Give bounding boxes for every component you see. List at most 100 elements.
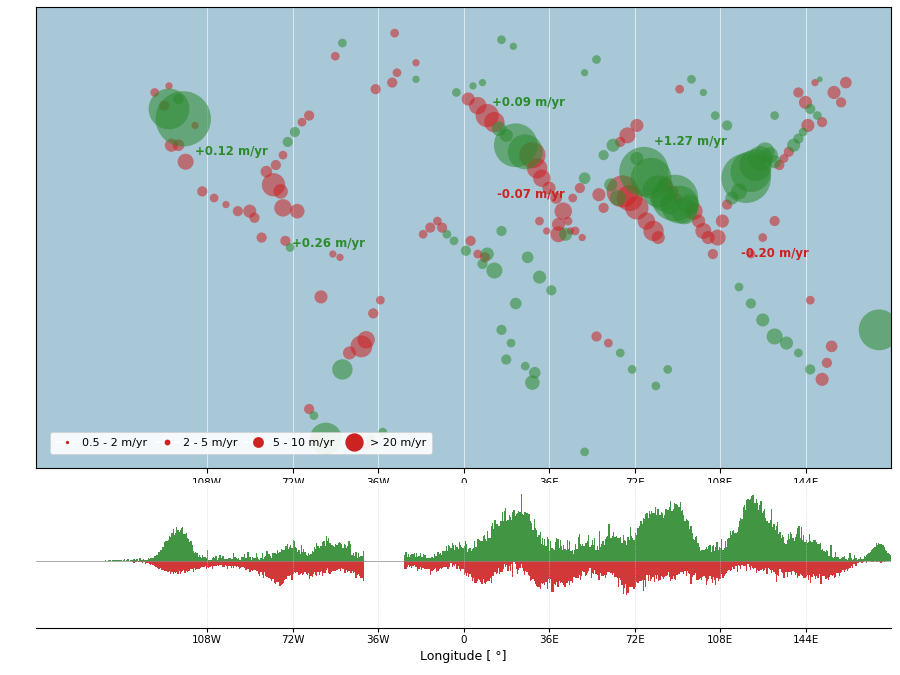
Bar	[466, 544, 467, 561]
Bar	[606, 537, 608, 561]
Bar	[652, 513, 653, 561]
Bar	[185, 561, 187, 571]
Bar	[816, 541, 817, 561]
Point	[756, 232, 770, 243]
Bar	[613, 561, 615, 573]
Bar	[758, 510, 760, 561]
Bar	[754, 504, 756, 561]
Bar	[609, 561, 611, 573]
Bar	[262, 561, 263, 575]
Bar	[586, 561, 587, 575]
Bar	[657, 510, 658, 561]
Bar	[743, 505, 745, 561]
Bar	[871, 550, 872, 561]
Bar	[627, 537, 628, 561]
Bar	[316, 561, 318, 576]
Bar	[494, 520, 496, 561]
Bar	[447, 561, 448, 568]
Bar	[241, 561, 243, 567]
Point	[508, 140, 523, 151]
Bar	[716, 561, 717, 578]
Bar	[740, 518, 742, 561]
Bar	[635, 535, 637, 561]
Bar	[871, 561, 872, 562]
Bar	[250, 557, 251, 561]
Bar	[352, 561, 353, 570]
Bar	[200, 561, 201, 568]
Bar	[346, 548, 347, 561]
Bar	[414, 553, 415, 561]
Bar	[778, 535, 779, 561]
Bar	[557, 539, 559, 561]
Bar	[147, 560, 148, 561]
Bar	[611, 561, 612, 573]
Bar	[252, 561, 253, 571]
Bar	[720, 548, 721, 561]
Bar	[238, 561, 239, 567]
Bar	[684, 521, 686, 561]
Bar	[278, 553, 279, 561]
Point	[552, 229, 566, 240]
Bar	[592, 561, 593, 572]
Point	[266, 180, 281, 190]
Bar	[351, 555, 352, 561]
Bar	[436, 556, 437, 561]
Point	[743, 298, 758, 309]
Bar	[199, 556, 200, 561]
Bar	[612, 561, 613, 574]
Bar	[545, 561, 546, 582]
Bar	[335, 544, 337, 561]
Point	[623, 192, 637, 203]
Point	[157, 101, 171, 111]
Bar	[320, 545, 321, 561]
Bar	[360, 556, 362, 561]
Bar	[161, 550, 162, 561]
Bar	[429, 558, 430, 561]
Point	[188, 120, 202, 131]
Bar	[535, 528, 536, 561]
Bar	[571, 551, 572, 561]
Bar	[347, 561, 348, 572]
Bar	[418, 556, 419, 561]
Point	[801, 120, 815, 131]
Bar	[731, 561, 732, 570]
Bar	[515, 516, 516, 561]
Bar	[267, 554, 269, 561]
Bar	[731, 535, 732, 561]
Bar	[334, 561, 335, 571]
Bar	[778, 561, 779, 576]
Bar	[602, 561, 604, 576]
Bar	[271, 558, 273, 561]
Bar	[207, 561, 208, 566]
Bar	[847, 561, 848, 570]
Bar	[332, 545, 333, 561]
Bar	[428, 558, 429, 561]
Bar	[562, 549, 563, 561]
Bar	[857, 561, 858, 562]
Bar	[612, 536, 613, 561]
Bar	[751, 496, 752, 561]
Bar	[181, 528, 182, 561]
Bar	[307, 556, 308, 561]
Bar	[643, 518, 644, 561]
Bar	[694, 561, 695, 575]
Point	[768, 157, 782, 167]
Point	[753, 153, 768, 164]
Bar	[171, 533, 173, 561]
Bar	[742, 561, 743, 566]
Bar	[885, 549, 886, 561]
Bar	[409, 561, 410, 567]
Bar	[252, 558, 253, 561]
Bar	[232, 560, 233, 561]
Bar	[264, 558, 266, 561]
Bar	[314, 561, 315, 572]
Bar	[483, 535, 485, 561]
Point	[359, 334, 374, 345]
Bar	[315, 549, 316, 561]
Bar	[776, 561, 777, 582]
Bar	[836, 561, 838, 573]
Bar	[522, 561, 523, 568]
Bar	[565, 561, 567, 583]
Bar	[782, 535, 783, 561]
Bar	[747, 499, 749, 561]
